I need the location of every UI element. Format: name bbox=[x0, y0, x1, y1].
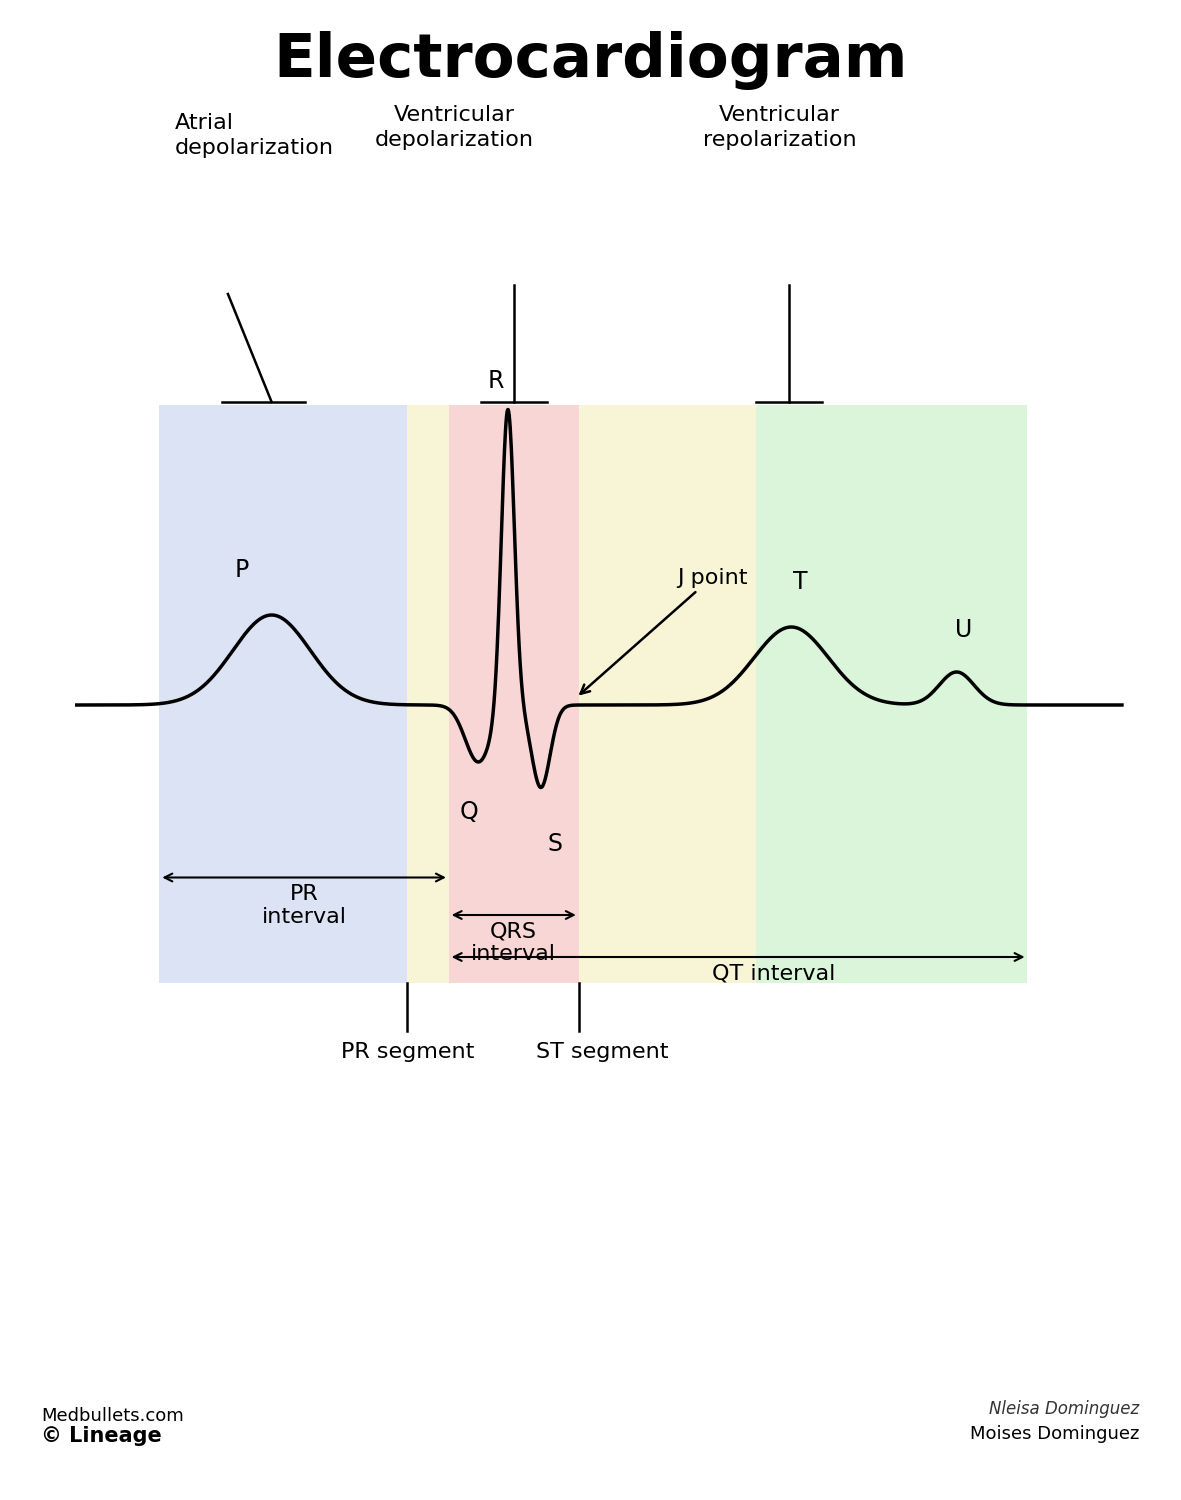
Bar bbox=[449, 405, 579, 982]
Text: ST segment: ST segment bbox=[536, 1042, 668, 1062]
Text: S: S bbox=[548, 833, 562, 856]
Bar bbox=[756, 405, 1027, 982]
Text: Electrocardiogram: Electrocardiogram bbox=[273, 30, 908, 90]
Text: Q: Q bbox=[459, 800, 478, 824]
Text: Ventricular
depolarization: Ventricular depolarization bbox=[376, 105, 534, 150]
Text: U: U bbox=[955, 618, 972, 642]
Bar bbox=[407, 405, 449, 982]
Text: Atrial
depolarization: Atrial depolarization bbox=[175, 112, 334, 158]
Text: QRS
interval: QRS interval bbox=[471, 921, 556, 964]
Text: T: T bbox=[794, 570, 808, 594]
Text: © Lineage: © Lineage bbox=[41, 1426, 162, 1446]
Bar bbox=[159, 405, 407, 982]
Text: QT interval: QT interval bbox=[712, 963, 835, 982]
Text: Moises Dominguez: Moises Dominguez bbox=[971, 1425, 1140, 1443]
Text: P: P bbox=[235, 558, 249, 582]
Text: PR segment: PR segment bbox=[341, 1042, 474, 1062]
Text: Ventricular
repolarization: Ventricular repolarization bbox=[703, 105, 856, 150]
Text: R: R bbox=[488, 369, 504, 393]
Text: Medbullets.com: Medbullets.com bbox=[41, 1407, 184, 1425]
Text: J point: J point bbox=[581, 567, 748, 694]
Text: PR
interval: PR interval bbox=[262, 884, 346, 927]
Bar bbox=[579, 405, 756, 982]
Text: Nleisa Dominguez: Nleisa Dominguez bbox=[990, 1400, 1140, 1417]
